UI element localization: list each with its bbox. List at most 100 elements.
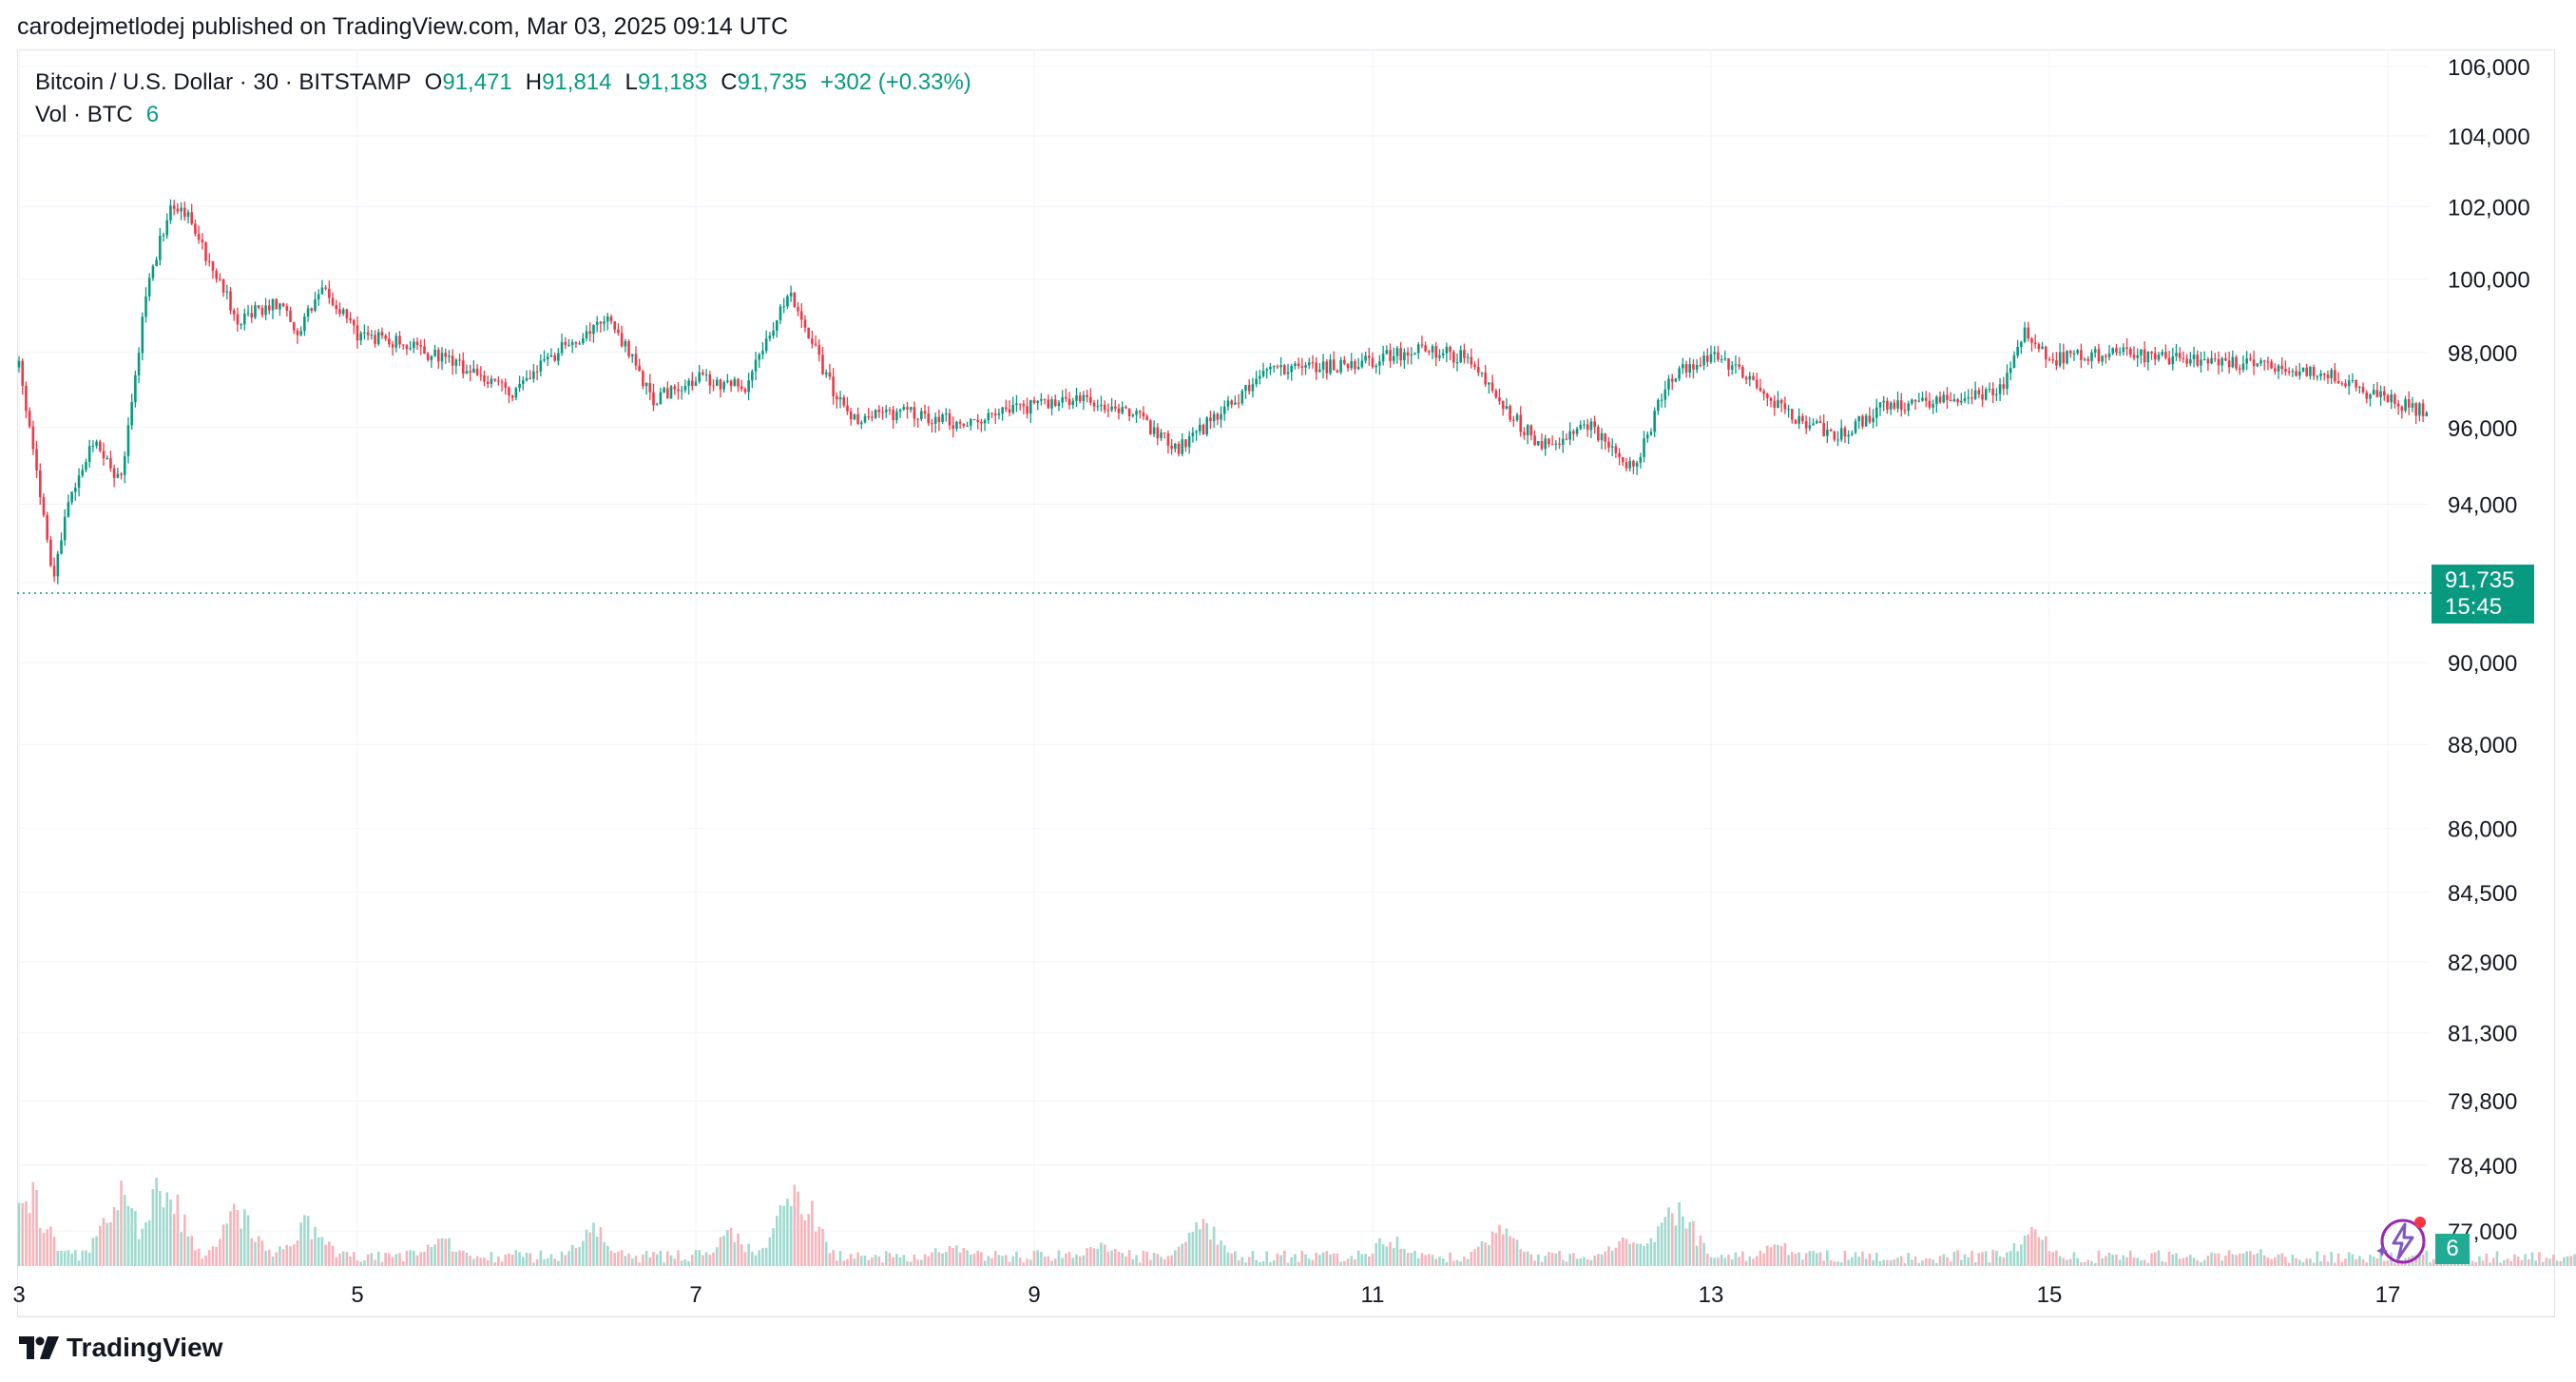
volume-bar [1977, 1253, 1981, 1266]
candle-body [1261, 370, 1265, 376]
volume-bar [659, 1251, 663, 1266]
candle-body [613, 320, 617, 330]
volume-bar [388, 1253, 391, 1266]
volume-bar [2023, 1235, 2027, 1266]
volume-bar [1519, 1249, 1523, 1266]
volume-bar [1515, 1239, 1519, 1266]
candle-body [1660, 399, 1663, 401]
candle-body [42, 497, 46, 515]
candle-body [2153, 353, 2157, 360]
candle-body [130, 402, 133, 426]
candle-body [1928, 400, 1932, 408]
candle-body [363, 332, 366, 334]
volume-bar [1121, 1253, 1125, 1266]
candle-body [1709, 354, 1713, 362]
price-axis[interactable]: 106,000 104,000 102,000 100,000 98,000 96,000… [2448, 55, 2530, 1245]
volume-bar [436, 1238, 440, 1266]
lightning-icon[interactable] [2373, 1211, 2430, 1268]
candle-body [704, 374, 708, 375]
volume-bar [475, 1256, 479, 1266]
candle-body [2326, 374, 2330, 378]
volume-bar [1550, 1252, 1554, 1266]
volume-bar [221, 1224, 225, 1266]
volume-bar [275, 1252, 279, 1266]
volume-bar [937, 1252, 941, 1266]
volume-bar [680, 1260, 683, 1266]
volume-bar [1932, 1259, 1934, 1266]
volume-label[interactable]: Vol · BTC [35, 102, 133, 127]
volume-bar [2316, 1251, 2319, 1266]
candle-body [567, 344, 570, 346]
candle-body [147, 278, 151, 297]
volume-bar [201, 1258, 204, 1266]
volume-bar [1709, 1257, 1713, 1266]
volume-bar [1187, 1232, 1191, 1266]
volume-bar [1005, 1255, 1008, 1266]
candle-body [836, 395, 838, 400]
volume-bar [549, 1254, 553, 1266]
tradingview-logo[interactable]: TradingView [19, 1333, 222, 1363]
volume-bar [137, 1238, 141, 1266]
volume-bar [1924, 1257, 1928, 1266]
high-value: 91,814 [542, 69, 612, 95]
volume-bar [130, 1208, 133, 1266]
volume-bar [2241, 1253, 2245, 1266]
volume-bar [1889, 1259, 1893, 1266]
volume-bar [2351, 1254, 2355, 1266]
volume-bar [1639, 1243, 1643, 1266]
candle-body [1998, 384, 2002, 394]
candle-body [638, 365, 641, 372]
candle-body [962, 423, 966, 427]
volume-bar [1261, 1260, 1265, 1266]
candle-body [1614, 446, 1618, 453]
candle-body [415, 341, 419, 346]
candle-body [1744, 377, 1748, 380]
volume-bar [317, 1237, 320, 1266]
candle-body [1403, 352, 1406, 361]
candle-body [2167, 357, 2171, 365]
candle-body [454, 359, 458, 366]
candle-body [2407, 399, 2411, 408]
candle-body [2270, 361, 2273, 369]
candle-body [2125, 347, 2128, 349]
volume-bar [2224, 1256, 2227, 1266]
open-value: 91,471 [442, 69, 512, 95]
volume-bar [842, 1260, 846, 1266]
volume-bar [257, 1236, 260, 1266]
volume-bar [2164, 1262, 2167, 1266]
volume-bar [1106, 1252, 1110, 1266]
candle-body [599, 321, 603, 324]
candle-body [303, 317, 306, 332]
high-label: H [525, 69, 543, 95]
symbol-label[interactable]: Bitcoin / U.S. Dollar · 30 · BITSTAMP [35, 69, 412, 95]
volume-bar [2090, 1260, 2093, 1266]
candle-body [758, 354, 761, 360]
candle-body [1663, 389, 1667, 400]
volume-bar [2481, 1260, 2485, 1266]
candle-body [91, 446, 95, 448]
candle-body [652, 392, 655, 406]
candle-body [1424, 345, 1427, 352]
candle-body [1463, 350, 1466, 358]
volume-bar [359, 1261, 363, 1266]
candle-body [712, 385, 715, 387]
volume-bar [2171, 1254, 2175, 1266]
candle-body [993, 413, 997, 415]
time-axis[interactable]: 3579111315171921232527Mar3 [12, 1282, 2576, 1317]
candle-body [444, 353, 448, 357]
candle-body [349, 317, 352, 320]
volume-bar [881, 1262, 884, 1266]
volume-bar [993, 1251, 997, 1266]
volume-bar [1935, 1262, 1938, 1266]
volume-bar [687, 1260, 690, 1266]
volume-bar [2107, 1253, 2111, 1266]
volume-bar [2489, 1262, 2491, 1266]
candle-body [842, 397, 846, 406]
volume-bar [892, 1257, 894, 1266]
candle-body [324, 287, 327, 289]
candle-body [1839, 428, 1843, 440]
candle-body [49, 539, 52, 566]
volume-bar [2516, 1257, 2520, 1266]
candle-body [493, 378, 496, 381]
